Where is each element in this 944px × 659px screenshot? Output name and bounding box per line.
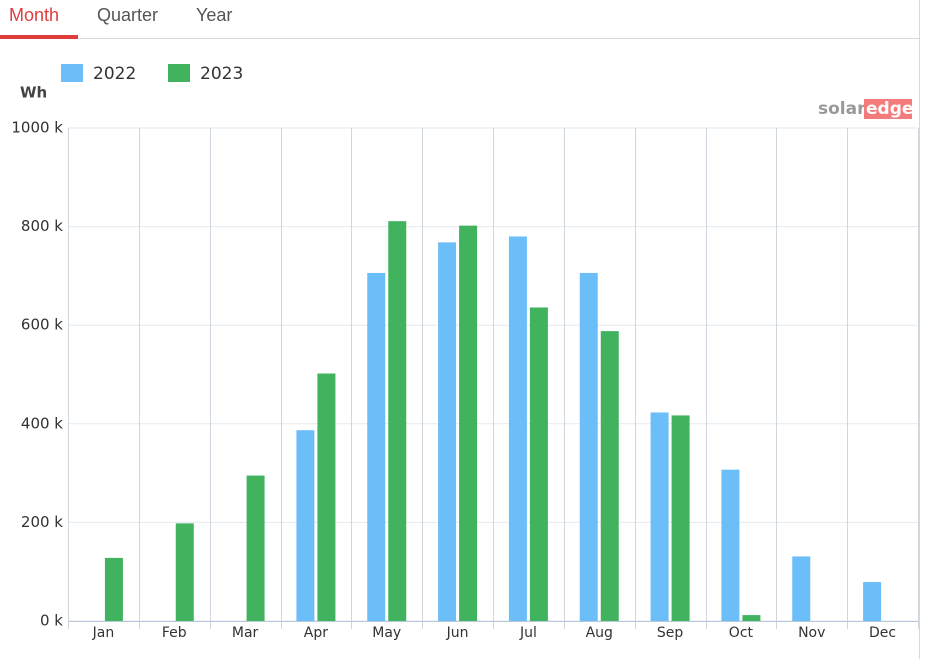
x-tick-label: Oct <box>729 625 754 641</box>
legend-label: 2023 <box>200 64 243 84</box>
bar <box>175 523 194 621</box>
bar <box>104 557 123 621</box>
tab-month[interactable]: Month <box>9 5 59 25</box>
x-tick-label: Aug <box>586 625 613 641</box>
bar <box>579 272 598 621</box>
bar <box>742 615 761 621</box>
x-tick-label: Jan <box>92 625 115 641</box>
active-tab-underline <box>0 35 78 39</box>
y-tick-label: 1000 k <box>11 119 63 137</box>
y-tick-label: 200 k <box>21 513 63 531</box>
bar <box>296 430 315 621</box>
bar <box>600 331 619 621</box>
x-tick-label: Sep <box>657 625 684 641</box>
bar <box>529 307 548 621</box>
y-axis-label: Wh <box>20 84 47 102</box>
x-tick-label: Jun <box>446 625 469 641</box>
bar <box>367 272 386 621</box>
y-tick-label: 0 k <box>40 612 63 630</box>
legend-swatch <box>168 64 190 82</box>
x-tick-label: Apr <box>304 625 328 641</box>
y-tick-label: 800 k <box>21 217 63 235</box>
logo-box <box>864 99 912 119</box>
logo-edge: edge <box>866 99 913 119</box>
y-tick-label: 600 k <box>21 316 63 334</box>
x-tick-label: Nov <box>798 625 825 641</box>
bar <box>459 225 478 621</box>
legend-label: 2022 <box>93 64 136 84</box>
bar <box>650 412 669 621</box>
bar <box>721 469 740 621</box>
bar <box>671 415 690 621</box>
bar <box>508 236 527 621</box>
x-tick-label: Dec <box>869 625 896 641</box>
tab-quarter[interactable]: Quarter <box>97 5 158 25</box>
tab-year[interactable]: Year <box>196 5 232 25</box>
bar <box>388 221 407 621</box>
y-tick-label: 400 k <box>21 414 63 432</box>
bar <box>438 242 457 621</box>
x-tick-label: May <box>372 625 401 641</box>
bar <box>863 582 882 621</box>
x-tick-label: Mar <box>232 625 259 641</box>
logo-solar: solar <box>818 99 866 119</box>
bar <box>317 373 336 621</box>
bar <box>246 475 265 621</box>
x-tick-label: Feb <box>162 625 187 641</box>
legend-swatch <box>61 64 83 82</box>
x-tick-label: Jul <box>519 625 537 641</box>
bar <box>792 556 811 621</box>
